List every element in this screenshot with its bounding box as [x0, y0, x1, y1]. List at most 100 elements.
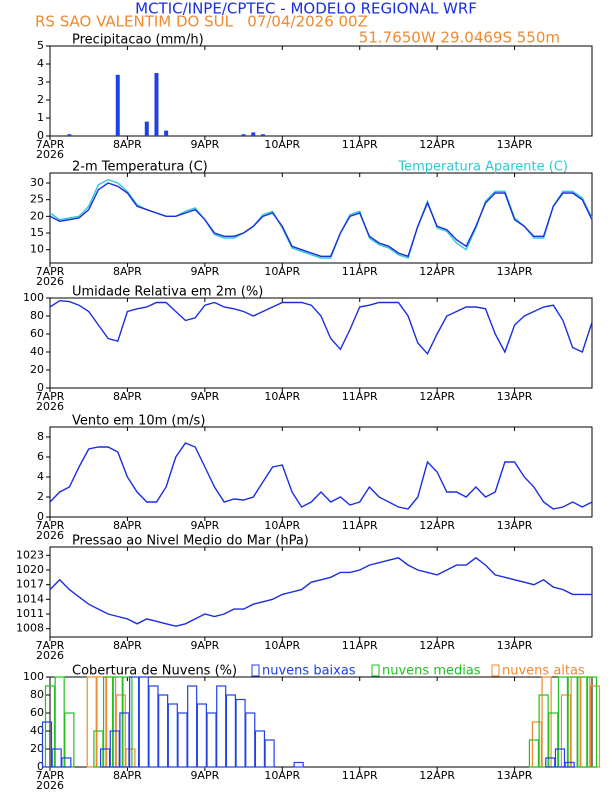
y-tick-label: 4 [37, 470, 44, 483]
x-tick-label: 7APR [36, 390, 65, 403]
x-tick-label: 7APR [36, 769, 65, 782]
bar [187, 685, 198, 768]
y-tick-label: 1014 [16, 592, 44, 605]
y-tick-label: 40 [30, 724, 44, 737]
bar [144, 121, 149, 136]
y-tick-label: 8 [37, 430, 44, 443]
y-tick-label: 20 [30, 742, 44, 755]
bar [164, 130, 169, 136]
x-tick-label: 11APR [342, 390, 378, 403]
bar [293, 761, 304, 768]
bar [148, 685, 159, 768]
x-tick-label: 7APR [36, 519, 65, 532]
y-tick-label: 0 [37, 760, 44, 773]
legend-label: 2-m Temperatura (C) [72, 160, 208, 175]
x-tick-label: 10APR [264, 390, 300, 403]
bar [109, 730, 120, 768]
y-tick-label: 0 [37, 381, 44, 394]
y-tick-label: 60 [30, 706, 44, 719]
x-tick-label: 9APR [190, 390, 219, 403]
x-tick-label: 10APR [264, 519, 300, 532]
x-tick-label: 13APR [497, 390, 533, 403]
bar [154, 73, 159, 136]
y-tick-label: 6 [37, 450, 44, 463]
x-tick-label: 9APR [190, 519, 219, 532]
x-tick-label: 10APR [264, 138, 300, 151]
y-tick-label: 1017 [16, 578, 44, 591]
bar [138, 676, 149, 768]
y-tick-label: 3 [37, 75, 44, 88]
panel-title: Precipitacao (mm/h) [72, 33, 204, 48]
y-tick-label: 5 [37, 39, 44, 52]
data-line [49, 556, 592, 627]
y-tick-label: 1008 [16, 622, 44, 635]
x-tick-label: 11APR [342, 639, 378, 652]
x-tick-label: 7APR [36, 138, 65, 151]
x-tick-label: 7APR [36, 639, 65, 652]
x-tick-label: 8APR [113, 138, 142, 151]
bar [158, 694, 169, 768]
y-tick-label: 60 [30, 327, 44, 340]
x-tick-label: 8APR [113, 265, 142, 278]
x-tick-label: 10APR [264, 639, 300, 652]
y-tick-label: 20 [30, 209, 44, 222]
x-year-label: 2026 [36, 400, 64, 413]
legend-label: nuvens altas [502, 664, 585, 679]
x-tick-label: 12APR [419, 138, 455, 151]
y-tick-label: 1020 [16, 563, 44, 576]
legend-swatch [491, 664, 500, 677]
y-tick-label: 4 [37, 57, 44, 70]
x-year-label: 2026 [36, 148, 64, 161]
bar [260, 134, 265, 136]
x-tick-label: 9APR [190, 639, 219, 652]
data-line [49, 299, 593, 356]
y-tick-label: 100 [23, 291, 44, 304]
x-tick-label: 8APR [113, 639, 142, 652]
x-tick-label: 10APR [264, 769, 300, 782]
x-tick-label: 8APR [113, 390, 142, 403]
x-tick-label: 10APR [264, 265, 300, 278]
panel-frame [49, 546, 593, 638]
x-tick-label: 13APR [497, 519, 533, 532]
bar [119, 712, 130, 768]
y-tick-label: 15 [30, 226, 44, 239]
x-tick-label: 12APR [419, 265, 455, 278]
bar [167, 703, 178, 768]
data-line [49, 178, 593, 259]
bar [115, 74, 120, 136]
data-line [49, 182, 593, 258]
y-tick-label: 25 [30, 193, 44, 206]
y-tick-label: 10 [30, 243, 44, 256]
bar [225, 694, 236, 768]
bar [51, 748, 62, 768]
legend-swatch [371, 664, 380, 677]
x-tick-label: 12APR [419, 390, 455, 403]
y-tick-label: 2 [37, 490, 44, 503]
bar [264, 739, 275, 768]
x-tick-label: 11APR [342, 265, 378, 278]
bar [196, 703, 207, 768]
x-tick-label: 11APR [342, 138, 378, 151]
bar [235, 698, 246, 768]
legend-label: nuvens baixas [262, 664, 356, 679]
x-tick-label: 9APR [190, 138, 219, 151]
y-tick-label: 1 [37, 111, 44, 124]
bar [254, 730, 266, 768]
x-tick-label: 13APR [497, 265, 533, 278]
x-tick-label: 11APR [342, 519, 378, 532]
bar [67, 134, 72, 136]
panel-title: Umidade Relativa em 2m (%) [72, 285, 263, 300]
location: 51.7650W 29.0469S 550m [359, 29, 560, 47]
y-tick-label: 1023 [16, 548, 44, 561]
panel-title: Pressao ao Nivel Medio do Mar (hPa) [72, 534, 309, 549]
bar [99, 748, 111, 768]
bar [251, 132, 256, 136]
x-year-label: 2026 [36, 529, 64, 542]
bar [61, 757, 72, 768]
y-tick-label: 20 [30, 363, 44, 376]
data-line [49, 442, 593, 510]
x-tick-label: 9APR [190, 265, 219, 278]
panel-frame [49, 297, 593, 389]
